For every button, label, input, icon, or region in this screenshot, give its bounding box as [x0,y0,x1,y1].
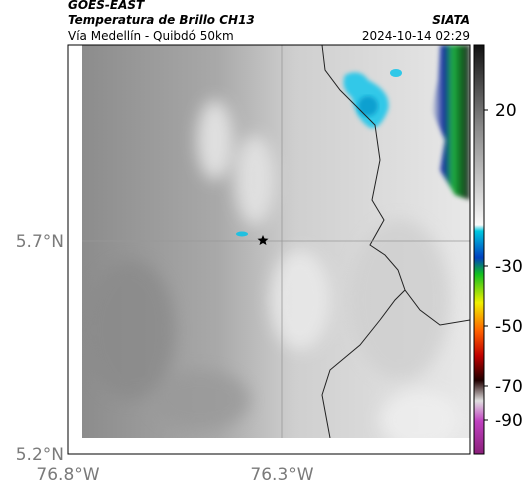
credit: SIATA [432,13,470,27]
colorbar [473,44,485,455]
lon-tick-label: 76.8°W [36,465,99,485]
timestamp: 2024-10-14 02:29 [362,29,470,43]
subtitle: Vía Medellín - Quibdó 50km [68,29,234,43]
lat-tick-label: 5.7°N [16,232,64,252]
title: Temperatura de Brillo CH13 [68,13,255,27]
location-marker [257,235,269,245]
source: GOES-EAST [68,0,145,12]
colorbar-tick-label: -30 [495,257,523,277]
colorbar-tick-label: -50 [495,317,523,337]
colorbar-tick-label: 20 [495,101,517,121]
colorbar-tick-label: -70 [495,377,523,397]
satellite-image [82,45,470,438]
lon-tick-label: 76.3°W [250,465,313,485]
colorbar-tick-label: -90 [495,411,523,431]
lat-tick-label: 5.2°N [16,445,64,465]
